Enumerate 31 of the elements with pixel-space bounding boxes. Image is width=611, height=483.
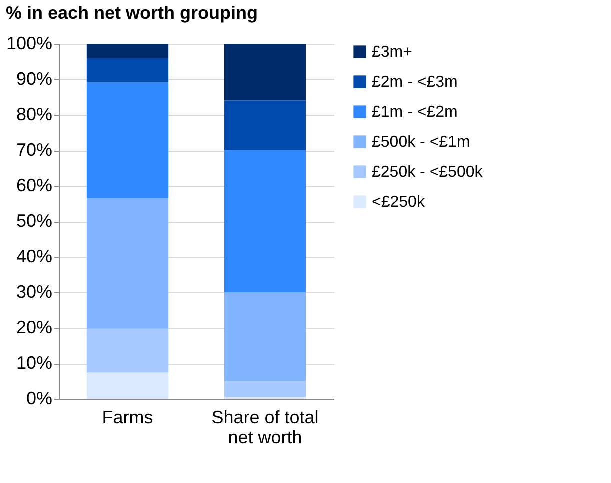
legend-label: £2m - <£3m [372, 74, 458, 91]
y-tick-label: 40% [16, 246, 52, 266]
y-tick-label: 90% [16, 69, 52, 89]
y-tick-label: 80% [16, 104, 52, 124]
bar [86, 328, 169, 373]
x-tick-label: Share of total net worth [212, 408, 319, 448]
bar [86, 372, 169, 399]
y-tick-label: 0% [26, 388, 52, 408]
y-tick-label: 50% [16, 211, 52, 231]
y-tick-label: 10% [16, 353, 52, 373]
bar [224, 150, 306, 292]
chart-title: % in each net worth grouping [6, 3, 258, 23]
y-tick-label: 20% [16, 318, 52, 338]
y-tick-label: 60% [16, 176, 52, 196]
x-tick-label: Farms [102, 408, 154, 428]
bar [224, 100, 306, 150]
legend-label: £500k - <£1m [372, 134, 470, 151]
y-tick-label: 100% [6, 34, 52, 54]
bar [86, 58, 169, 82]
legend-label: £250k - <£500k [372, 164, 484, 181]
legend-label: £3m+ [372, 44, 412, 61]
bar [86, 82, 169, 198]
y-tick-label: 30% [16, 282, 52, 302]
bar [224, 44, 306, 101]
bar [224, 381, 306, 398]
bar [224, 292, 306, 382]
bar [86, 44, 169, 59]
bar [86, 198, 169, 329]
legend-label: £1m - <£2m [372, 104, 458, 121]
y-tick-label: 70% [16, 140, 52, 160]
legend-label: <£250k [372, 194, 426, 211]
